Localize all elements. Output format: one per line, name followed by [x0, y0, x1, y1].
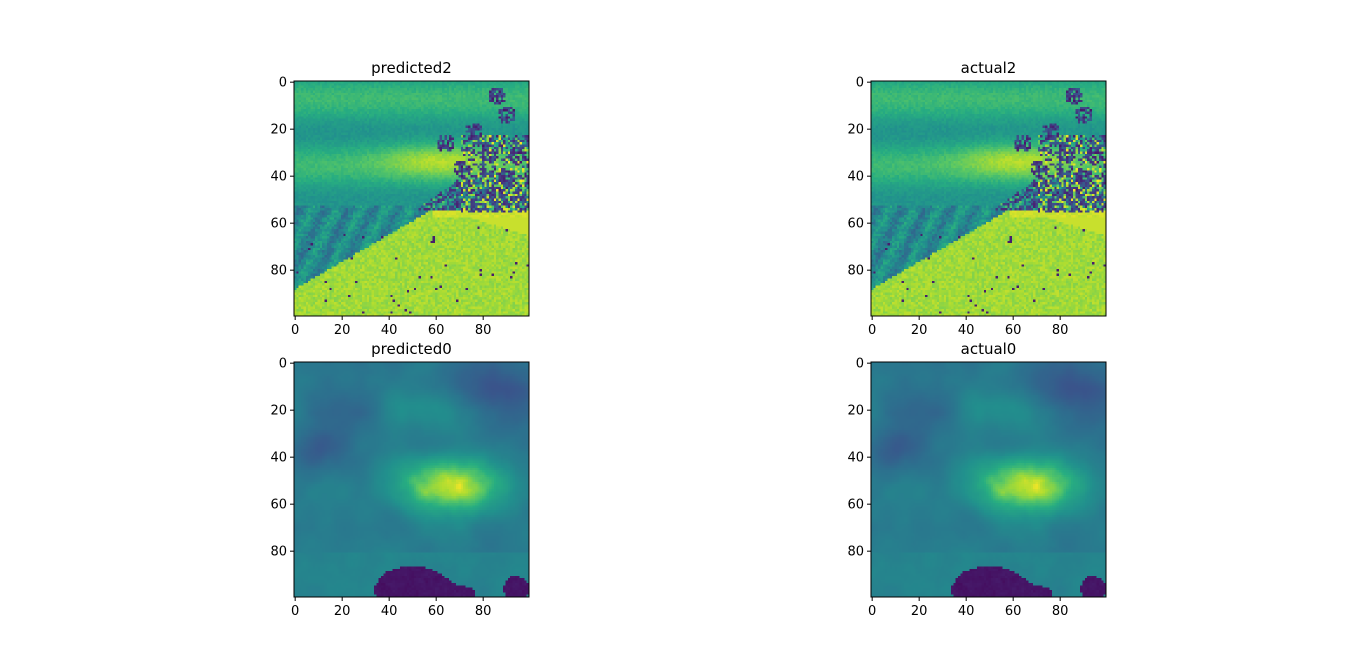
subplot-title: actual0	[961, 340, 1017, 358]
x-tick-label: 20	[911, 323, 928, 338]
x-tick-label: 60	[1005, 323, 1022, 338]
x-tick-label: 60	[1005, 604, 1022, 619]
y-tick-label: 0	[279, 357, 287, 372]
subplot-title: actual2	[961, 59, 1017, 77]
y-tick-label: 20	[847, 123, 864, 138]
x-tick-label: 40	[381, 323, 398, 338]
subplot-title: predicted0	[371, 340, 452, 358]
subplot-title: predicted2	[371, 59, 452, 77]
y-tick-label: 80	[270, 264, 287, 279]
heatmap-image	[871, 362, 1106, 597]
x-tick-label: 80	[475, 604, 492, 619]
y-tick-label: 60	[847, 498, 864, 513]
y-tick-label: 80	[847, 264, 864, 279]
x-tick-label: 20	[334, 323, 351, 338]
heatmap-image	[871, 81, 1106, 316]
x-tick-label: 80	[1052, 604, 1069, 619]
y-tick-label: 60	[847, 217, 864, 232]
x-tick-label: 40	[381, 604, 398, 619]
subplot-predicted0: predicted0 0 20 40 60 80 0 20 40 60 80	[270, 340, 530, 619]
x-tick-label: 60	[428, 323, 445, 338]
x-tick-label: 40	[958, 604, 975, 619]
y-tick-label: 40	[847, 170, 864, 185]
y-tick-label: 60	[270, 217, 287, 232]
x-tick-label: 0	[868, 323, 876, 338]
x-tick-label: 60	[428, 604, 445, 619]
x-tick-label: 40	[958, 323, 975, 338]
x-tick-label: 80	[1052, 323, 1069, 338]
x-tick-label: 20	[334, 604, 351, 619]
axes-frame	[293, 361, 530, 598]
y-tick-label: 40	[847, 451, 864, 466]
y-tick-label: 40	[270, 451, 287, 466]
x-tick-label: 0	[291, 323, 299, 338]
x-tick-label: 0	[868, 604, 876, 619]
subplot-predicted2: predicted2 0 20 40 60 80 0 20 40 60 80	[270, 59, 530, 338]
y-tick-label: 80	[847, 545, 864, 560]
heatmap-image	[294, 362, 529, 597]
y-tick-label: 40	[270, 170, 287, 185]
y-tick-label: 80	[270, 545, 287, 560]
heatmap-image	[294, 81, 529, 316]
y-tick-label: 20	[847, 404, 864, 419]
y-tick-label: 0	[279, 76, 287, 91]
x-tick-label: 20	[911, 604, 928, 619]
axes-frame	[870, 361, 1107, 598]
subplot-actual0: actual0 0 20 40 60 80 0 20 40 60 80	[847, 340, 1107, 619]
y-tick-label: 20	[270, 404, 287, 419]
axes-frame	[293, 80, 530, 317]
axes-frame	[870, 80, 1107, 317]
subplot-actual2: actual2 0 20 40 60 80 0 20 40 60 80	[847, 59, 1107, 338]
y-tick-label: 0	[856, 76, 864, 91]
x-tick-label: 0	[291, 604, 299, 619]
y-tick-label: 60	[270, 498, 287, 513]
y-tick-label: 0	[856, 357, 864, 372]
y-tick-label: 20	[270, 123, 287, 138]
x-tick-label: 80	[475, 323, 492, 338]
